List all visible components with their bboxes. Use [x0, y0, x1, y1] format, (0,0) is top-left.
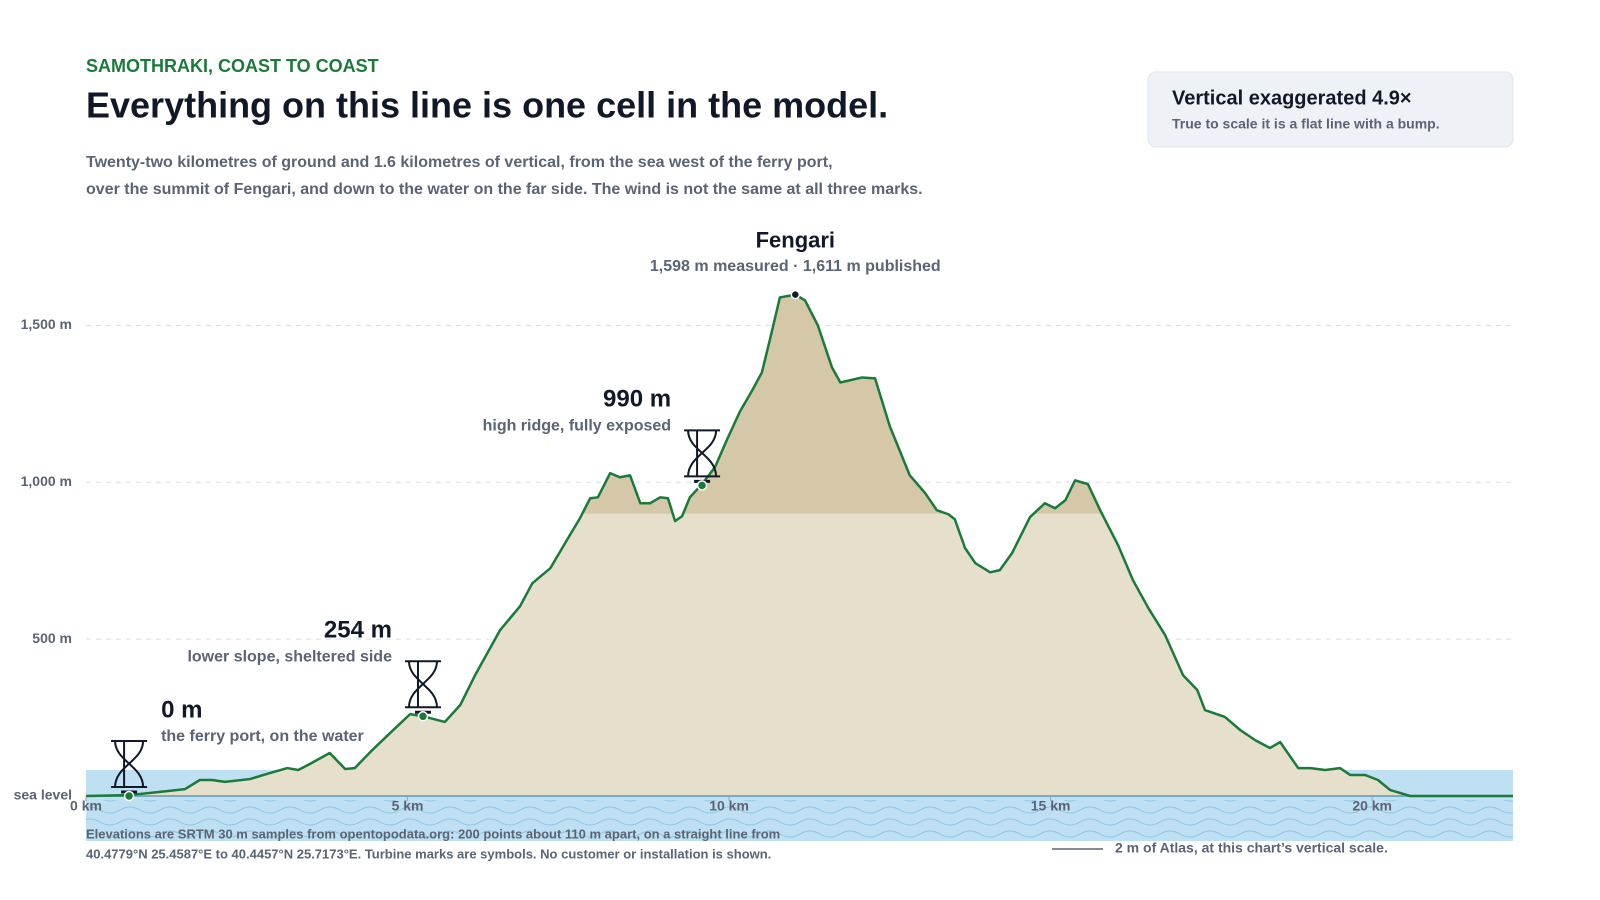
- callout-title: Vertical exaggerated 4.9×: [1172, 87, 1412, 109]
- subtitle: over the summit of Fengari, and down to …: [86, 181, 923, 198]
- x-tick-label: 5 km: [392, 798, 424, 814]
- x-tick-label: 15 km: [1031, 798, 1071, 814]
- callout-text: True to scale it is a flat line with a b…: [1172, 116, 1440, 132]
- title: Everything on this line is one cell in t…: [86, 85, 888, 126]
- footnote: Elevations are SRTM 30 m samples from op…: [86, 826, 780, 841]
- annotation-value: 254 m: [324, 617, 392, 644]
- summit-note: 1,598 m measured · 1,611 m published: [650, 258, 941, 275]
- kicker: SAMOTHRAKI, COAST TO COAST: [86, 56, 379, 76]
- annotation-note: the ferry port, on the water: [161, 728, 364, 745]
- profile-line: [85, 293, 1513, 798]
- annotation-note: lower slope, sheltered side: [187, 649, 392, 666]
- y-tick-label: 500 m: [32, 630, 72, 646]
- plot: sea level 500 m 1,000 m 1,500 m 0 km 5 km 10 k…: [14, 227, 1513, 814]
- waves: [86, 800, 1513, 841]
- subtitle: Twenty-two kilometres of ground and 1.6 …: [86, 154, 833, 171]
- annotation-marker: [696, 480, 708, 491]
- y-tick-label: sea level: [14, 787, 72, 803]
- turbine-icon: [404, 660, 441, 714]
- y-tick-label: 1,000 m: [21, 473, 72, 489]
- callout-box: [1147, 71, 1514, 148]
- terrain-area: [86, 294, 1513, 796]
- annotation-value: 0 m: [161, 696, 202, 723]
- turbine-symbol: [111, 740, 148, 788]
- y-tick-label: 1,500 m: [21, 316, 72, 332]
- x-tick-label: 10 km: [709, 798, 749, 814]
- annotation-value: 990 m: [603, 386, 671, 413]
- terrain-upper-area: [582, 294, 1102, 514]
- annotation-note: high ridge, fully exposed: [483, 418, 671, 435]
- summit-marker: [790, 289, 801, 300]
- turbine-symbol: [404, 660, 441, 709]
- scale-note: 2 m of Atlas, at this chart’s vertical s…: [1115, 840, 1388, 856]
- x-tick-label: 0 km: [70, 798, 102, 814]
- summit-label: Fengari: [756, 227, 835, 252]
- footnote: 40.4779°N 25.4587°E to 40.4457°N 25.7173…: [86, 846, 771, 861]
- x-tick-label: 20 km: [1352, 798, 1392, 814]
- annotation-marker: [417, 711, 429, 722]
- annotation-marker: [123, 790, 135, 802]
- turbine-symbol: [684, 429, 721, 478]
